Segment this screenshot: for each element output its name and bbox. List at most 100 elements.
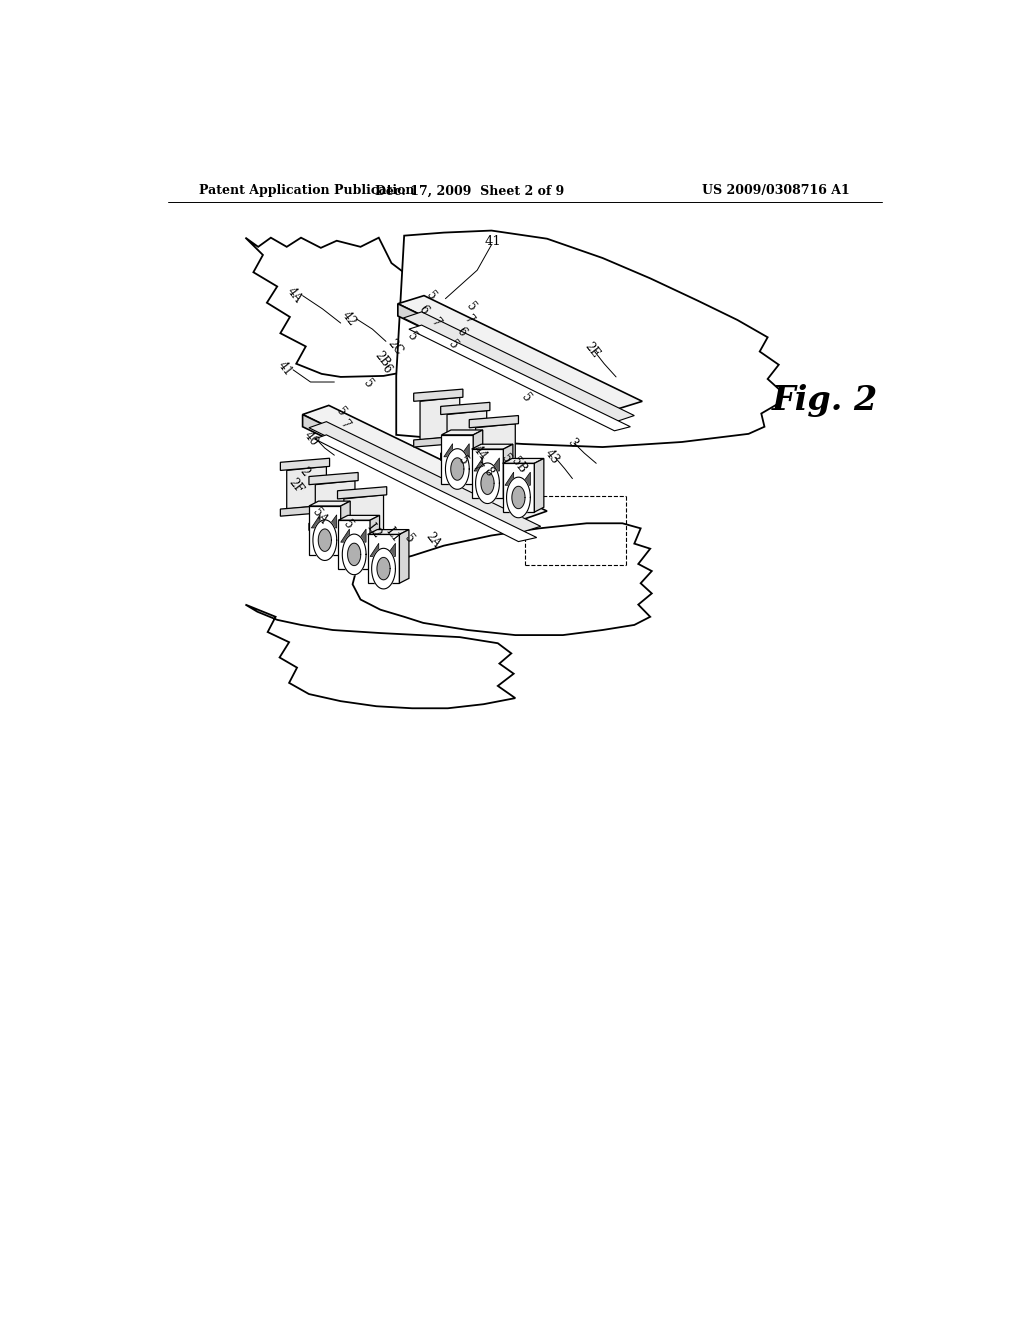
Polygon shape <box>386 544 395 557</box>
Polygon shape <box>451 458 464 480</box>
Text: 44: 44 <box>471 444 490 463</box>
Text: L1: L1 <box>383 524 402 544</box>
Text: 8: 8 <box>481 465 496 478</box>
Text: L2: L2 <box>365 520 384 540</box>
Polygon shape <box>368 529 409 535</box>
Text: 43: 43 <box>542 447 561 467</box>
Polygon shape <box>469 462 518 474</box>
Polygon shape <box>303 414 521 532</box>
Polygon shape <box>507 477 530 517</box>
Text: 2C: 2C <box>385 337 406 358</box>
Text: 42: 42 <box>339 309 358 329</box>
Polygon shape <box>246 238 423 378</box>
Polygon shape <box>475 463 500 503</box>
Text: US 2009/0308716 A1: US 2009/0308716 A1 <box>702 185 850 198</box>
Polygon shape <box>443 444 453 457</box>
Polygon shape <box>445 449 469 490</box>
Polygon shape <box>473 430 482 483</box>
Text: 2B: 2B <box>372 350 392 370</box>
Text: 7: 7 <box>470 461 484 474</box>
Polygon shape <box>309 519 358 531</box>
Polygon shape <box>414 389 463 401</box>
Polygon shape <box>460 444 469 457</box>
Polygon shape <box>447 411 486 453</box>
Text: 41: 41 <box>484 235 502 248</box>
Polygon shape <box>368 535 399 583</box>
Text: 5: 5 <box>424 289 438 302</box>
Polygon shape <box>503 463 535 512</box>
Polygon shape <box>313 520 337 561</box>
Text: 5A: 5A <box>310 506 330 527</box>
Polygon shape <box>309 506 341 554</box>
Text: 2F: 2F <box>287 475 306 496</box>
Polygon shape <box>370 544 379 557</box>
Text: 7: 7 <box>462 313 477 327</box>
Text: 5: 5 <box>519 391 534 405</box>
Text: 4A: 4A <box>285 285 305 306</box>
Polygon shape <box>309 502 350 506</box>
Polygon shape <box>344 495 384 537</box>
Polygon shape <box>399 529 409 583</box>
Text: Patent Application Publication: Patent Application Publication <box>200 185 415 198</box>
Polygon shape <box>521 473 530 486</box>
Polygon shape <box>397 296 642 409</box>
Polygon shape <box>352 523 652 635</box>
Polygon shape <box>338 520 370 569</box>
Polygon shape <box>441 434 473 483</box>
Polygon shape <box>328 515 337 528</box>
Text: 7: 7 <box>337 417 352 432</box>
Polygon shape <box>342 535 367 574</box>
Text: 5: 5 <box>360 378 375 391</box>
Text: 6: 6 <box>379 362 394 376</box>
Polygon shape <box>370 515 380 569</box>
Text: 7: 7 <box>428 315 443 330</box>
Text: 5: 5 <box>333 404 348 418</box>
Text: 5: 5 <box>340 517 355 531</box>
Polygon shape <box>311 515 321 528</box>
Polygon shape <box>414 436 463 447</box>
Polygon shape <box>504 445 513 498</box>
Polygon shape <box>481 473 494 495</box>
Text: 5: 5 <box>499 453 514 466</box>
Polygon shape <box>505 473 514 486</box>
Text: 6: 6 <box>416 302 431 317</box>
Polygon shape <box>420 397 460 440</box>
Polygon shape <box>475 424 515 466</box>
Polygon shape <box>287 466 327 510</box>
Polygon shape <box>377 557 390 579</box>
Text: 5: 5 <box>456 454 470 469</box>
Text: Fig. 2: Fig. 2 <box>772 384 878 417</box>
Polygon shape <box>503 458 544 463</box>
Polygon shape <box>440 403 489 414</box>
Text: 5: 5 <box>445 338 461 351</box>
Text: 2: 2 <box>297 465 311 478</box>
Text: 5: 5 <box>404 330 420 345</box>
Polygon shape <box>469 416 518 428</box>
Text: 2E: 2E <box>582 341 601 360</box>
Text: 2A: 2A <box>423 531 442 550</box>
Polygon shape <box>409 325 631 430</box>
Text: 5: 5 <box>401 532 417 545</box>
Polygon shape <box>341 529 349 543</box>
Polygon shape <box>246 605 515 709</box>
Text: Dec. 17, 2009  Sheet 2 of 9: Dec. 17, 2009 Sheet 2 of 9 <box>375 185 564 198</box>
Polygon shape <box>472 449 504 498</box>
Polygon shape <box>512 486 525 508</box>
Polygon shape <box>309 473 358 484</box>
Polygon shape <box>356 529 367 543</box>
Polygon shape <box>474 458 482 471</box>
Polygon shape <box>372 548 395 589</box>
Polygon shape <box>281 458 330 470</box>
Polygon shape <box>315 480 355 523</box>
Text: 5B: 5B <box>508 455 528 475</box>
Polygon shape <box>441 430 482 434</box>
Polygon shape <box>489 458 500 471</box>
Polygon shape <box>440 449 489 461</box>
Text: 5: 5 <box>464 300 478 314</box>
Polygon shape <box>535 458 544 512</box>
Polygon shape <box>347 544 360 565</box>
Text: 41: 41 <box>275 359 295 379</box>
Polygon shape <box>397 304 616 421</box>
Polygon shape <box>472 445 513 449</box>
Text: 3: 3 <box>565 436 580 450</box>
